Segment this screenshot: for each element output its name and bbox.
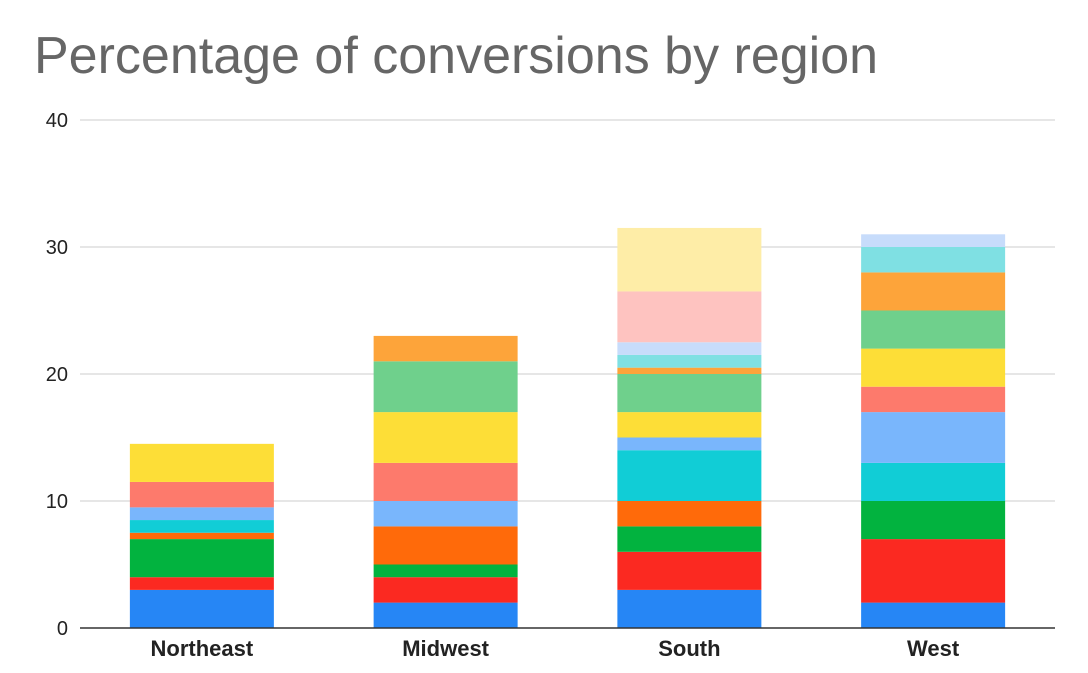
bar-segment [861, 386, 1006, 413]
bar-segment [861, 539, 1006, 603]
bar-segment [129, 443, 274, 482]
bar-segment [373, 335, 518, 362]
bar-segment [373, 526, 518, 565]
bar-segment [861, 348, 1006, 387]
bar-segment [617, 526, 762, 552]
axis-labels: 0 10 20 30 40 Northeast Midwest South West [46, 110, 960, 661]
bar-segment [861, 602, 1006, 628]
bar-segment [373, 462, 518, 501]
bar-segment [617, 367, 762, 374]
bar-segment [129, 577, 274, 590]
bar-segment [129, 507, 274, 521]
bars [129, 227, 1006, 628]
bar-segment [129, 532, 274, 540]
bar-segment [617, 551, 762, 590]
bar-segment [617, 291, 762, 343]
bar-segment [617, 374, 762, 413]
bar-segment [617, 450, 762, 501]
x-category-label: Northeast [151, 636, 254, 661]
bar-segment [861, 310, 1006, 349]
bar-segment [617, 589, 762, 628]
bar-segment [373, 577, 518, 603]
bar-segment [373, 564, 518, 578]
y-tick-label: 40 [46, 110, 68, 132]
x-category-label: South [658, 636, 720, 661]
y-tick-label: 0 [57, 618, 68, 640]
y-tick-label: 20 [46, 364, 68, 386]
bar-segment [129, 520, 274, 533]
bar-segment [861, 462, 1006, 501]
bar-segment [861, 272, 1006, 311]
bar-segment [861, 412, 1006, 463]
x-category-label: West [907, 636, 960, 661]
bar-segment [617, 342, 762, 355]
bar-segment [129, 481, 274, 508]
y-tick-label: 10 [46, 491, 68, 513]
bar-segment [373, 361, 518, 413]
bar-segment [617, 412, 762, 438]
y-tick-label: 30 [46, 237, 68, 259]
bar-segment [861, 234, 1006, 247]
bar-segment [617, 354, 762, 368]
x-category-label: Midwest [402, 636, 489, 661]
bar-segment [617, 501, 762, 527]
bar-segment [617, 227, 762, 292]
chart-title: Percentage of conversions by region [34, 27, 879, 85]
bar-segment [129, 589, 274, 628]
bar-segment [617, 437, 762, 451]
bar-segment [861, 247, 1006, 273]
bar-segment [373, 501, 518, 527]
bar-segment [129, 539, 274, 578]
bar-segment [373, 602, 518, 628]
bar-segment [861, 501, 1006, 540]
bar-segment [373, 412, 518, 463]
